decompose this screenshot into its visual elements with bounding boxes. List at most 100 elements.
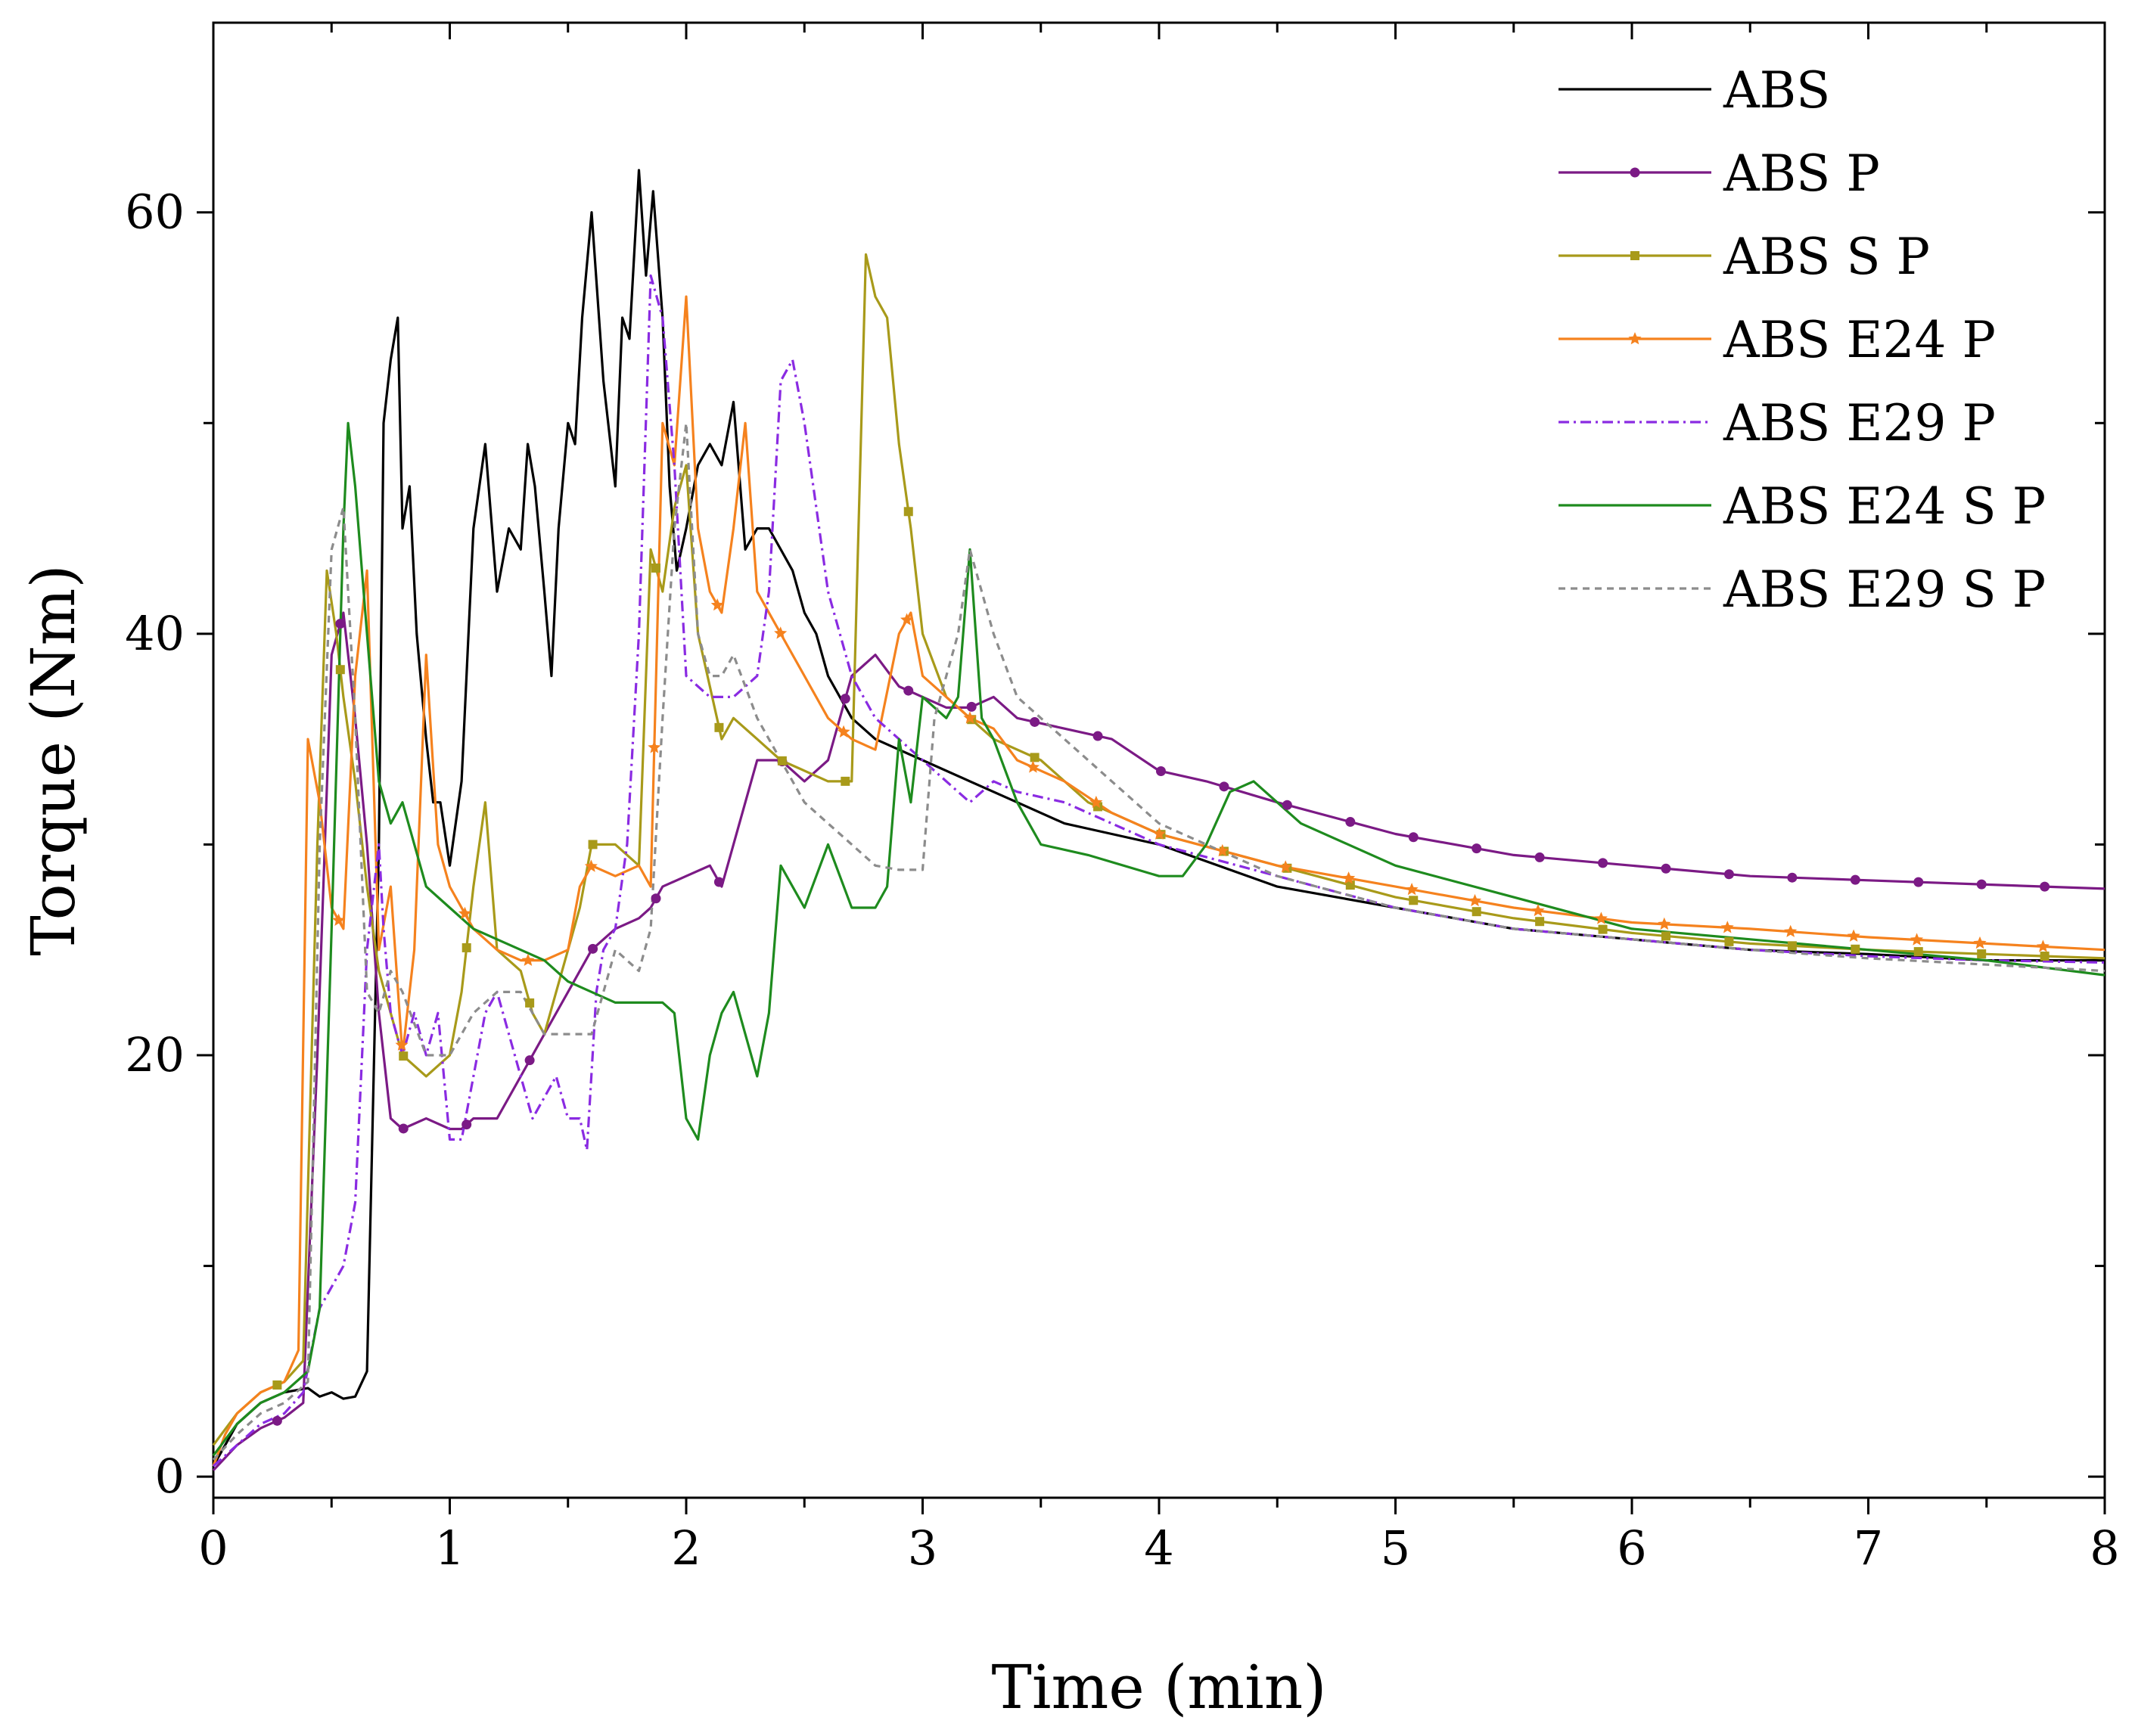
series-marker-abs-p <box>840 694 850 704</box>
x-tick-label: 0 <box>198 1520 228 1576</box>
series-marker-abs-s-p <box>903 507 913 517</box>
series-marker-abs-p <box>651 893 661 904</box>
series-marker-abs-e24-p <box>458 906 472 920</box>
series-marker-abs-p <box>588 943 598 954</box>
series-marker-abs-e24-p <box>837 725 850 738</box>
series-lines <box>212 169 2105 1471</box>
series-marker-abs-p <box>903 685 914 696</box>
series-marker-abs-s-p <box>335 665 345 675</box>
series-marker-abs-s-p <box>1030 753 1040 762</box>
series-marker-abs-s-p <box>1661 931 1670 941</box>
series-markers <box>272 507 2050 1426</box>
x-tick-label: 8 <box>2090 1520 2119 1576</box>
series-marker-abs-p <box>524 1055 535 1066</box>
series-marker-abs-s-p <box>1598 924 1608 934</box>
series-marker-abs-p <box>1156 766 1166 776</box>
series-marker-abs-p <box>1723 869 1734 880</box>
series-marker-abs-e24-p <box>332 913 346 926</box>
series-marker-abs-e24-p <box>1658 917 1671 930</box>
legend-marker-abs-s-p <box>1630 251 1639 260</box>
legend-marker-abs-e24-p <box>1628 332 1642 345</box>
series-marker-abs-p <box>966 701 977 712</box>
series-marker-abs-s-p <box>1913 947 1923 957</box>
series-marker-abs-s-p <box>1977 949 1987 959</box>
series-line-abs-e29-p <box>212 274 2105 1467</box>
series-marker-abs-s-p <box>841 776 850 786</box>
series-marker-abs-e24-p <box>2036 939 2050 952</box>
series-marker-abs-p <box>461 1120 472 1130</box>
legend-label-abs-s-p: ABS S P <box>1723 228 1930 286</box>
series-marker-abs-e24-p <box>900 613 914 626</box>
series-marker-abs-p <box>1976 879 1987 890</box>
legend: ABS ABS P ABS S P ABS E24 P ABS E29 P ABS E24… <box>1559 61 2046 619</box>
series-marker-abs-e24-p <box>648 741 661 753</box>
series-line-abs <box>212 169 2105 1467</box>
series-marker-abs-e24-p <box>963 711 977 724</box>
series-marker-abs-p <box>1219 781 1229 792</box>
y-axis-title: Torque (Nm) <box>18 564 89 955</box>
series-marker-abs-p <box>713 877 724 887</box>
series-marker-abs-s-p <box>2040 952 2050 961</box>
x-tick-label: 7 <box>1854 1520 1883 1576</box>
legend-label-abs-p: ABS P <box>1723 144 1880 203</box>
series-marker-abs-s-p <box>272 1380 282 1390</box>
series-marker-abs-p <box>272 1415 282 1426</box>
series-marker-abs-p <box>1598 858 1608 868</box>
series-marker-abs-s-p <box>588 840 598 849</box>
series-marker-abs-p <box>1787 872 1798 883</box>
series-marker-abs-s-p <box>1472 907 1481 917</box>
series-marker-abs-e24-p <box>1784 924 1798 937</box>
series-marker-abs-s-p <box>1409 896 1419 905</box>
series-marker-abs-e24-p <box>1152 827 1166 840</box>
series-marker-abs-e24-p <box>1910 933 1924 946</box>
series-marker-abs-p <box>1408 832 1419 843</box>
series-marker-abs-e24-p <box>584 859 598 872</box>
series-marker-abs-s-p <box>777 756 787 766</box>
series-marker-abs-e24-p <box>1089 795 1103 809</box>
tick-labels: 0 1 2 3 4 5 6 7 8 0 20 40 60 <box>125 185 2120 1576</box>
series-marker-abs-p <box>1661 863 1671 874</box>
series-marker-abs-e24-p <box>774 626 788 639</box>
series-marker-abs-p <box>1030 716 1040 727</box>
legend-label-abs-e24-p: ABS E24 P <box>1723 311 1996 369</box>
series-marker-abs-s-p <box>1787 941 1797 951</box>
series-marker-abs-e24-p <box>1531 904 1545 917</box>
series-line-abs-p <box>212 611 2105 1471</box>
x-tick-label: 4 <box>1144 1520 1173 1576</box>
series-marker-abs-s-p <box>525 998 535 1008</box>
series-line-abs-e29-s-p <box>212 421 2105 1461</box>
series-marker-abs-e24-p <box>1720 921 1734 933</box>
series-line-abs-e24-p <box>212 295 2105 1467</box>
series-marker-abs-e24-p <box>395 1038 409 1051</box>
series-marker-abs-s-p <box>461 943 471 952</box>
x-tick-label: 2 <box>671 1520 701 1576</box>
series-marker-abs-p <box>1534 852 1545 862</box>
series-marker-abs-e24-p <box>1216 843 1229 857</box>
series-marker-abs-p <box>1092 731 1103 741</box>
series-marker-abs-e24-p <box>1405 883 1419 896</box>
x-axis-title: Time (min) <box>992 1652 1327 1722</box>
series-marker-abs-e24-p <box>1342 871 1356 884</box>
series-marker-abs-s-p <box>1851 944 1860 954</box>
legend-label-abs: ABS <box>1723 61 1830 120</box>
axis-ticks <box>197 23 2106 1514</box>
series-marker-abs-e24-p <box>1594 911 1608 924</box>
series-marker-abs-e24-p <box>710 598 724 611</box>
series-marker-abs-e24-p <box>1847 929 1860 942</box>
legend-label-abs-e29-p: ABS E29 P <box>1723 394 1996 452</box>
series-marker-abs-p <box>1282 800 1292 810</box>
series-marker-abs-p <box>1913 877 1924 887</box>
series-marker-abs-e24-p <box>1468 893 1482 907</box>
series-marker-abs-p <box>2040 881 2050 892</box>
series-marker-abs-s-p <box>1535 917 1545 927</box>
series-marker-abs-s-p <box>651 563 660 573</box>
series-marker-abs-e24-p <box>1026 760 1040 773</box>
series-marker-abs-s-p <box>714 722 724 732</box>
series-marker-abs-p <box>398 1123 409 1134</box>
legend-label-abs-e24-s-p: ABS E24 S P <box>1723 477 2046 536</box>
x-tick-label: 3 <box>908 1520 937 1576</box>
y-tick-label: 60 <box>125 185 185 240</box>
series-marker-abs-p <box>335 618 346 629</box>
legend-label-abs-e29-s-p: ABS E29 S P <box>1723 561 2046 619</box>
